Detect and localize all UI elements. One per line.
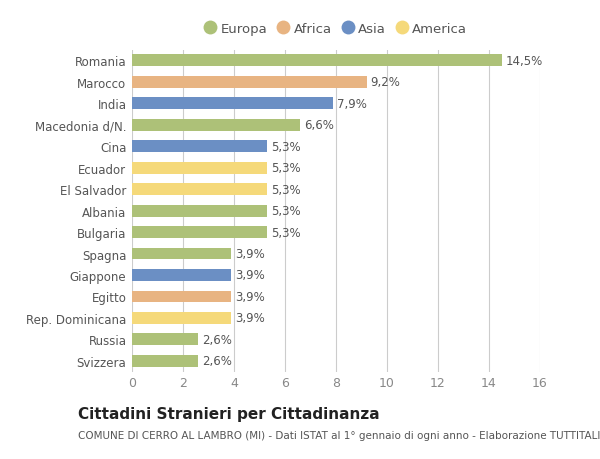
- Text: 3,9%: 3,9%: [235, 312, 265, 325]
- Text: 5,3%: 5,3%: [271, 226, 301, 239]
- Text: 3,9%: 3,9%: [235, 291, 265, 303]
- Text: 3,9%: 3,9%: [235, 269, 265, 282]
- Text: 5,3%: 5,3%: [271, 183, 301, 196]
- Bar: [132, 77, 367, 89]
- Text: 3,9%: 3,9%: [235, 247, 265, 260]
- Text: 2,6%: 2,6%: [202, 355, 232, 368]
- Bar: [132, 269, 232, 281]
- Bar: [132, 227, 267, 239]
- Bar: [132, 355, 198, 367]
- Bar: [132, 291, 232, 303]
- Bar: [132, 162, 267, 174]
- Bar: [132, 119, 300, 131]
- Text: 6,6%: 6,6%: [304, 119, 334, 132]
- Text: 5,3%: 5,3%: [271, 205, 301, 218]
- Text: COMUNE DI CERRO AL LAMBRO (MI) - Dati ISTAT al 1° gennaio di ogni anno - Elabora: COMUNE DI CERRO AL LAMBRO (MI) - Dati IS…: [78, 431, 600, 441]
- Text: 14,5%: 14,5%: [506, 55, 543, 67]
- Bar: [132, 98, 334, 110]
- Text: 2,6%: 2,6%: [202, 333, 232, 346]
- Bar: [132, 141, 267, 153]
- Bar: [132, 184, 267, 196]
- Text: 5,3%: 5,3%: [271, 162, 301, 175]
- Bar: [132, 55, 502, 67]
- Text: 7,9%: 7,9%: [337, 98, 367, 111]
- Bar: [132, 334, 198, 346]
- Legend: Europa, Africa, Asia, America: Europa, Africa, Asia, America: [200, 18, 472, 39]
- Text: 5,3%: 5,3%: [271, 140, 301, 153]
- Bar: [132, 205, 267, 217]
- Text: 9,2%: 9,2%: [370, 76, 400, 89]
- Text: Cittadini Stranieri per Cittadinanza: Cittadini Stranieri per Cittadinanza: [78, 406, 380, 421]
- Bar: [132, 312, 232, 324]
- Bar: [132, 248, 232, 260]
